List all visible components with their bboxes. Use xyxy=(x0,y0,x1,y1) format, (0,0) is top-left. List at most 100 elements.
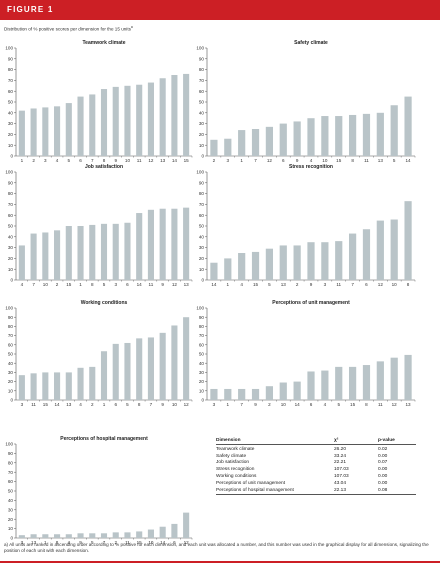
bar xyxy=(307,371,315,400)
x-tick-label: 8 xyxy=(138,402,141,407)
x-tick-label: 3 xyxy=(21,540,24,545)
x-tick-label: 6 xyxy=(114,402,117,407)
x-tick-label: 10 xyxy=(43,282,49,287)
y-tick-label: 100 xyxy=(196,46,204,51)
bar xyxy=(348,366,357,400)
cell-dimension: Safety climate xyxy=(216,453,247,459)
x-tick-label: 5 xyxy=(126,402,129,407)
y-tick-label: 10 xyxy=(199,388,205,393)
bar xyxy=(147,337,154,400)
bar xyxy=(376,220,384,280)
bar xyxy=(251,251,260,280)
table-row: Perceptions of hospital management 22.13… xyxy=(216,487,416,495)
x-tick-label: 7 xyxy=(254,158,257,163)
x-tick-label: 10 xyxy=(125,158,131,163)
y-tick-label: 0 xyxy=(10,154,13,159)
y-tick-label: 0 xyxy=(201,398,204,403)
bar xyxy=(183,512,190,538)
cell-chi-square: 22.21 xyxy=(334,460,347,466)
table-row: Perceptions of unit management 43.04 0.0… xyxy=(216,480,416,487)
y-tick-label: 100 xyxy=(5,442,13,447)
bar xyxy=(77,96,84,156)
y-tick-label: 90 xyxy=(8,315,14,320)
x-tick-label: 1 xyxy=(79,282,82,287)
bar xyxy=(404,354,412,400)
y-tick-label: 0 xyxy=(10,398,13,403)
bar xyxy=(124,222,131,280)
cell-chi-square: 22.13 xyxy=(334,487,347,493)
y-tick-label: 40 xyxy=(8,498,14,503)
y-tick-label: 90 xyxy=(8,56,14,61)
y-tick-label: 40 xyxy=(8,361,14,366)
bar xyxy=(307,118,315,156)
y-tick-label: 30 xyxy=(8,507,14,512)
x-tick-label: 4 xyxy=(68,540,71,545)
y-tick-label: 60 xyxy=(199,89,205,94)
x-tick-label: 10 xyxy=(281,402,287,407)
x-tick-label: 5 xyxy=(103,282,106,287)
y-tick-label: 50 xyxy=(8,100,14,105)
x-tick-label: 7 xyxy=(91,158,94,163)
x-tick-label: 1 xyxy=(227,402,230,407)
chart-title: Stress recognition xyxy=(289,164,333,170)
x-tick-label: 1 xyxy=(21,158,24,163)
y-tick-label: 80 xyxy=(8,191,14,196)
y-tick-label: 20 xyxy=(199,379,205,384)
bar xyxy=(112,223,119,280)
y-tick-label: 80 xyxy=(199,324,205,329)
x-tick-label: 4 xyxy=(56,158,59,163)
subtitle-marker: a xyxy=(130,25,133,29)
x-tick-label: 6 xyxy=(79,158,82,163)
y-tick-label: 30 xyxy=(8,245,14,250)
x-tick-label: 13 xyxy=(160,158,166,163)
x-tick-label: 5 xyxy=(268,282,271,287)
y-tick-label: 70 xyxy=(199,333,205,338)
y-tick-label: 60 xyxy=(8,213,14,218)
y-tick-label: 60 xyxy=(8,479,14,484)
x-tick-label: 13 xyxy=(184,282,190,287)
x-tick-label: 15 xyxy=(350,402,356,407)
x-tick-label: 2 xyxy=(213,158,216,163)
bar xyxy=(65,534,72,538)
x-tick-label: 6 xyxy=(126,282,129,287)
x-tick-label: 13 xyxy=(31,540,37,545)
y-tick-label: 70 xyxy=(8,202,14,207)
bottom-rule xyxy=(0,561,440,563)
bar xyxy=(147,209,154,280)
x-tick-label: 2 xyxy=(56,282,59,287)
bar xyxy=(54,106,61,156)
y-tick-label: 30 xyxy=(199,121,205,126)
bar xyxy=(77,533,84,538)
y-tick-label: 100 xyxy=(5,46,13,51)
x-tick-label: 15 xyxy=(184,158,190,163)
y-tick-label: 60 xyxy=(8,342,14,347)
x-tick-label: 14 xyxy=(172,158,178,163)
x-tick-label: 7 xyxy=(103,540,106,545)
y-tick-label: 10 xyxy=(199,267,205,272)
x-tick-label: 11 xyxy=(378,402,383,407)
x-tick-label: 14 xyxy=(160,540,166,545)
x-tick-label: 3 xyxy=(21,402,24,407)
bar xyxy=(321,242,329,280)
cell-p-value: 0.08 xyxy=(378,487,388,493)
y-tick-label: 0 xyxy=(201,154,204,159)
figure-banner: FIGURE 1 xyxy=(0,0,440,20)
bar xyxy=(42,372,49,400)
bar xyxy=(100,89,108,156)
bar xyxy=(124,532,131,538)
y-tick-label: 30 xyxy=(199,370,205,375)
x-tick-label: 7 xyxy=(351,282,354,287)
cell-dimension: Perceptions of unit management xyxy=(216,480,286,486)
subtitle-text: Distribution of % positive scores per di… xyxy=(4,26,131,32)
bar xyxy=(348,114,357,156)
cell-chi-square: 26.20 xyxy=(334,446,347,452)
bar xyxy=(321,370,329,400)
footnote: a) All units are ranked in ascending ord… xyxy=(4,542,429,554)
bar xyxy=(124,85,131,156)
x-tick-label: 8 xyxy=(103,158,106,163)
y-tick-label: 80 xyxy=(8,460,14,465)
x-tick-label: 12 xyxy=(184,402,190,407)
x-tick-label: 11 xyxy=(336,282,341,287)
y-tick-label: 90 xyxy=(199,56,205,61)
bar xyxy=(210,388,218,400)
